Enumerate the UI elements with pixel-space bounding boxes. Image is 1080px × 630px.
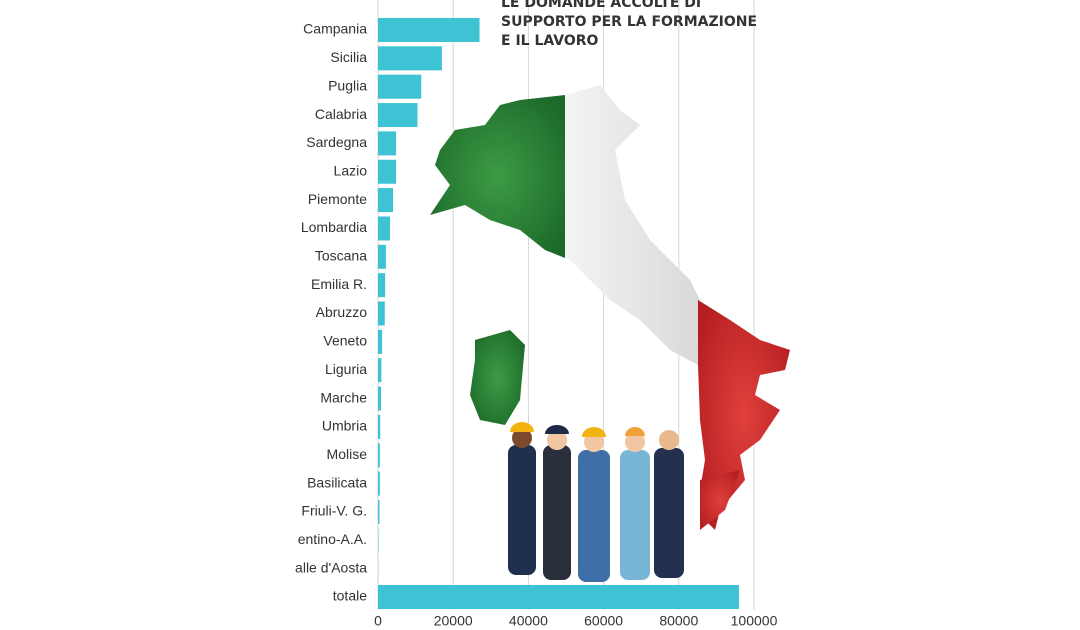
x-tick-label: 80000 xyxy=(659,613,698,629)
illustration xyxy=(430,85,790,582)
bar xyxy=(378,329,383,354)
bar xyxy=(378,443,380,468)
y-tick-label: alle d'Aosta xyxy=(295,559,367,575)
y-tick-label: Emilia R. xyxy=(311,276,367,292)
bar xyxy=(378,386,382,411)
y-tick-label: Molise xyxy=(327,446,368,462)
chart-title: LE DOMANDE ACCOLTE DI SUPPORTO PER LA FO… xyxy=(501,0,758,49)
x-tick-label: 40000 xyxy=(509,613,548,629)
bar xyxy=(378,159,397,184)
workers xyxy=(508,422,684,582)
y-tick-label: Puglia xyxy=(328,77,367,93)
y-tick-label: Umbria xyxy=(322,418,367,434)
x-tick-label: 20000 xyxy=(434,613,473,629)
y-tick-label: Veneto xyxy=(323,333,367,349)
y-tick-label: Liguria xyxy=(325,361,367,377)
y-tick-label: Sicilia xyxy=(330,49,367,65)
y-tick-label: Toscana xyxy=(315,248,367,264)
bar xyxy=(378,18,480,42)
y-tick-label: Friuli-V. G. xyxy=(301,503,367,519)
bar xyxy=(378,216,391,241)
x-tick-label: 100000 xyxy=(731,613,778,629)
y-tick-label: Basilicata xyxy=(307,474,367,490)
y-tick-label: Marche xyxy=(320,389,367,405)
bar xyxy=(378,585,739,609)
bar xyxy=(378,301,385,326)
y-tick-label: Calabria xyxy=(315,106,367,122)
bar xyxy=(378,414,381,439)
bar xyxy=(378,471,380,496)
bar xyxy=(378,46,442,71)
bar xyxy=(378,74,422,99)
bar xyxy=(378,131,397,156)
bar xyxy=(378,188,394,213)
y-tick-label: Lazio xyxy=(334,162,368,178)
y-tick-label: totale xyxy=(333,588,367,604)
y-tick-label: Sardegna xyxy=(306,134,367,150)
y-tick-label: Lombardia xyxy=(301,219,367,235)
bar xyxy=(378,358,382,383)
bar xyxy=(378,273,386,298)
bar xyxy=(378,103,418,128)
y-tick-label: Piemonte xyxy=(308,191,367,207)
y-tick-label: Abruzzo xyxy=(316,304,368,320)
x-tick-label: 60000 xyxy=(584,613,623,629)
bar xyxy=(378,244,386,269)
y-tick-label: entino-A.A. xyxy=(298,531,367,547)
bar xyxy=(378,499,380,524)
y-tick-label: Campania xyxy=(303,21,367,37)
x-tick-label: 0 xyxy=(374,613,382,629)
